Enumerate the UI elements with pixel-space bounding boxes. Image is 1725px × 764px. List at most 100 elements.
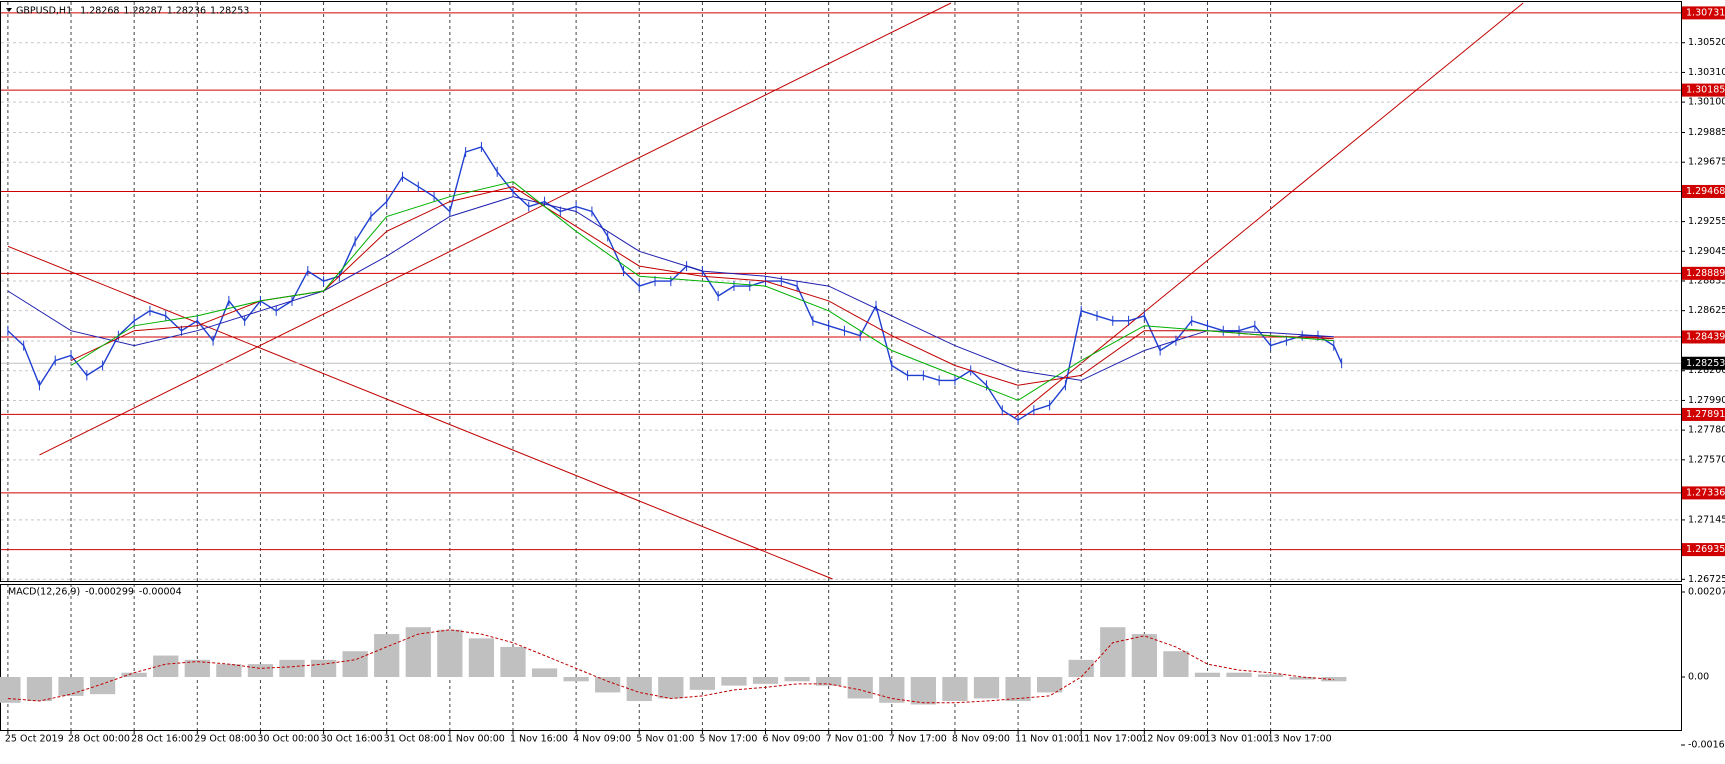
macd-bar — [437, 629, 463, 677]
x-tick-label: 8 Nov 09:00 — [952, 734, 1010, 745]
x-tick-label: 28 Oct 16:00 — [131, 734, 193, 745]
macd-bar — [1257, 674, 1284, 677]
macd-bar — [374, 634, 400, 677]
macd-bar — [342, 651, 368, 677]
macd-bar — [184, 659, 210, 677]
ohlc-value: 1.28268 — [80, 6, 119, 17]
moving-average — [70, 181, 1334, 401]
y-tick-label: 1.28200 — [1688, 365, 1725, 376]
y-tick-label: 1.30100 — [1688, 97, 1725, 108]
macd-bar — [784, 677, 810, 682]
main-pane — [0, 1, 1682, 582]
macd-bar — [658, 677, 684, 699]
macd-bar — [1131, 634, 1157, 677]
y-tick-label: 1.26725 — [1688, 574, 1725, 585]
level-label: 1.27336 — [1686, 487, 1725, 498]
macd-bar — [1226, 672, 1252, 677]
macd-bar — [468, 638, 495, 677]
macd-bar — [0, 677, 21, 703]
x-tick-label: 5 Nov 17:00 — [699, 734, 757, 745]
x-tick-label: 7 Nov 01:00 — [826, 734, 884, 745]
last-price-box — [1682, 356, 1725, 370]
level-label: 1.30731 — [1686, 7, 1725, 18]
macd-bar — [1037, 677, 1063, 693]
macd-bar — [121, 672, 147, 677]
y-tick-label: 0.00 — [1688, 672, 1709, 683]
macd-bar — [89, 677, 116, 695]
level-label: 1.30185 — [1686, 85, 1725, 96]
level-label: 1.27891 — [1686, 409, 1725, 420]
x-tick-label: 7 Nov 17:00 — [889, 734, 947, 745]
macd-bar — [1100, 627, 1126, 677]
y-tick-label: 1.27145 — [1688, 514, 1725, 525]
y-tick-label: 1.27990 — [1688, 395, 1725, 406]
level-box — [1682, 266, 1725, 280]
last-price-label: 1.28253 — [1686, 358, 1725, 369]
trendline — [7, 245, 833, 580]
x-tick-label: 6 Nov 09:00 — [763, 734, 821, 745]
macd-bar — [879, 677, 905, 703]
macd-bar — [689, 677, 716, 690]
x-tick-label: 1 Nov 00:00 — [447, 734, 505, 745]
macd-bar — [721, 677, 747, 686]
macd-reading: -0.00004 — [139, 587, 182, 598]
ohlc-value: 1.28287 — [123, 6, 162, 17]
macd-bar — [1194, 672, 1221, 677]
y-tick-label: 1.29885 — [1688, 127, 1725, 138]
macd-bar — [1163, 651, 1189, 677]
x-tick-label: 28 Oct 00:00 — [68, 734, 130, 745]
y-tick-label: 1.28835 — [1688, 275, 1725, 286]
macd-bar — [847, 677, 873, 699]
y-tick-label: -0.00166 — [1688, 740, 1725, 751]
x-tick-label: 1 Nov 16:00 — [510, 734, 568, 745]
macd-bar — [816, 677, 842, 686]
macd-bar — [595, 677, 621, 693]
y-tick-label: 1.28625 — [1688, 305, 1725, 316]
macd-bar — [1068, 659, 1094, 677]
macd-bar — [216, 664, 242, 677]
level-label: 1.28889 — [1686, 268, 1725, 279]
macd-bar — [58, 677, 84, 696]
x-tick-label: 30 Oct 16:00 — [321, 734, 383, 745]
macd-bar — [26, 677, 53, 702]
x-tick-label: 13 Nov 17:00 — [1268, 734, 1332, 745]
x-tick-label: 31 Oct 08:00 — [384, 734, 446, 745]
macd-bar — [279, 659, 305, 677]
price-line — [7, 146, 1343, 421]
macd-pane — [0, 584, 1682, 731]
macd-bar — [1005, 677, 1031, 702]
level-box — [1682, 543, 1725, 557]
y-tick-label: 1.29675 — [1688, 157, 1725, 168]
macd-reading: -0.000299 — [85, 587, 134, 598]
level-label: 1.29468 — [1686, 186, 1725, 197]
x-tick-label: 12 Nov 09:00 — [1141, 734, 1205, 745]
macd-bar — [500, 646, 526, 677]
x-tick-label: 11 Nov 01:00 — [1015, 734, 1079, 745]
macd-bar — [1289, 677, 1315, 680]
level-box — [1682, 6, 1725, 20]
x-tick-label: 30 Oct 00:00 — [257, 734, 319, 745]
x-tick-label: 11 Nov 17:00 — [1078, 734, 1142, 745]
macd-bar — [942, 677, 968, 702]
level-box — [1682, 407, 1725, 421]
level-box — [1682, 83, 1725, 97]
macd-bar — [405, 627, 431, 677]
macd-bar — [563, 677, 589, 682]
y-tick-label: 1.27570 — [1688, 454, 1725, 465]
macd-bar — [752, 677, 779, 684]
symbol-label: GBPUSD,H1 — [16, 6, 72, 17]
ohlc-value: 1.28236 — [167, 6, 206, 17]
macd-title: MACD(12,26,9) — [8, 587, 80, 598]
y-tick-label: 1.29045 — [1688, 246, 1725, 257]
level-label: 1.26935 — [1686, 544, 1725, 555]
level-box — [1682, 486, 1725, 500]
macd-bar — [626, 677, 652, 702]
y-tick-label: 1.27780 — [1688, 425, 1725, 436]
macd-bar — [531, 668, 558, 677]
y-tick-label: 1.30520 — [1688, 37, 1725, 48]
trendline — [1013, 2, 1524, 419]
y-tick-label: 0.002075 — [1688, 587, 1725, 598]
y-tick-label: 1.29255 — [1688, 216, 1725, 227]
